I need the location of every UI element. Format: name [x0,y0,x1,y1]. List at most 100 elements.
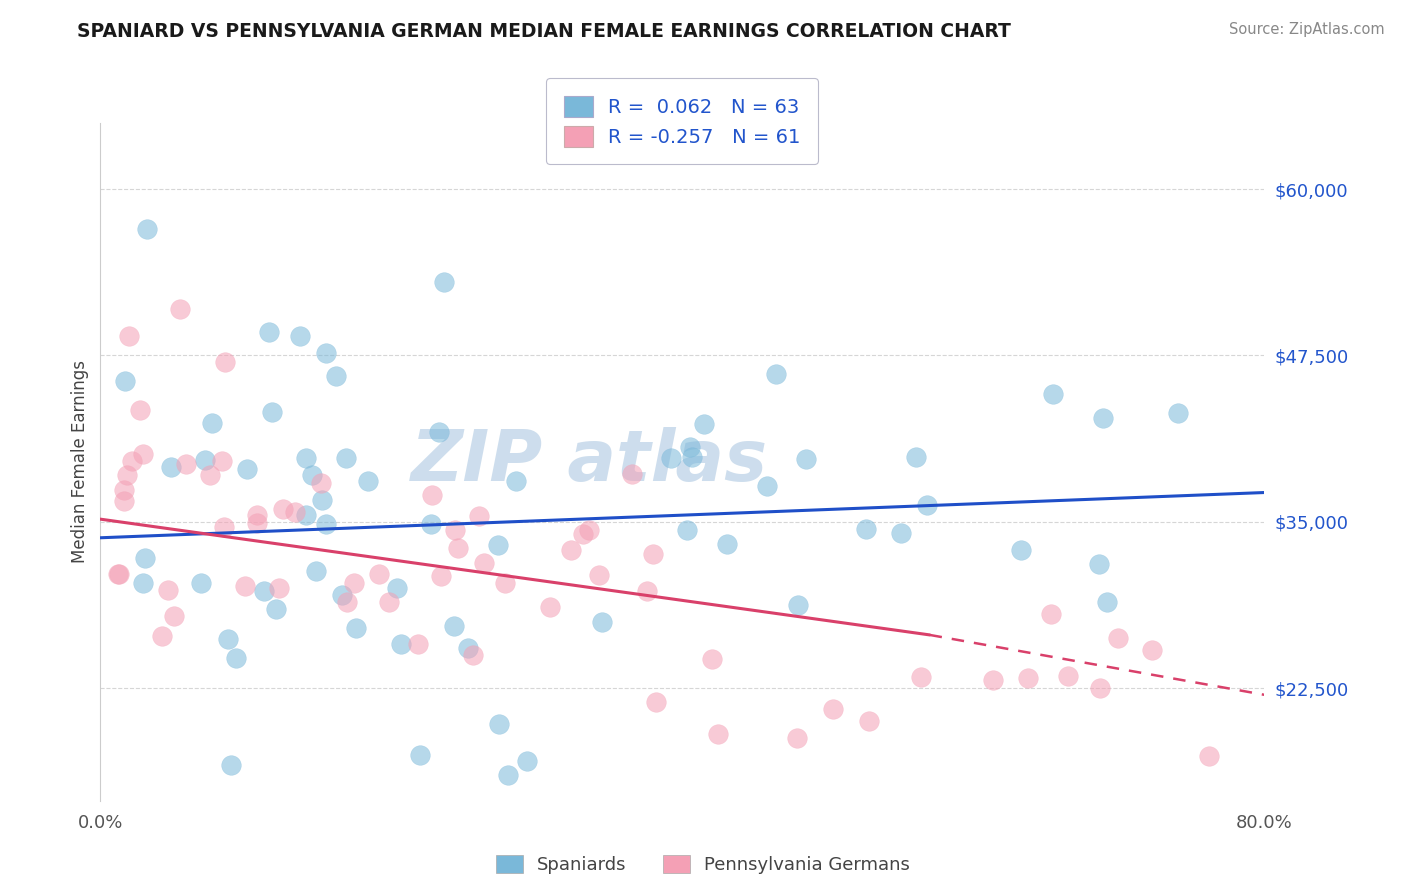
Point [343,576,366,591]
Point [221,758,243,772]
Point [150,629,173,643]
Point [1042,387,1064,401]
Y-axis label: Median Female Earnings: Median Female Earnings [72,360,89,564]
Point [433,276,456,290]
Point [108,567,131,582]
Point [787,598,810,612]
Point [305,564,328,578]
Point [855,522,877,536]
Point [311,492,333,507]
Point [132,576,155,591]
Point [716,537,738,551]
Point [1140,643,1163,657]
Point [430,569,453,583]
Point [259,325,281,339]
Point [246,508,269,522]
Point [134,550,156,565]
Point [225,650,247,665]
Point [446,541,468,555]
Point [444,524,467,538]
Point [681,450,703,464]
Point [468,509,491,524]
Point [1040,607,1063,622]
Point [910,670,932,684]
Point [112,494,135,508]
Point [128,403,150,417]
Point [560,543,582,558]
Point [295,508,318,522]
Point [190,575,212,590]
Point [162,609,184,624]
Point [858,714,880,728]
Point [1095,595,1118,609]
Point [707,727,730,741]
Point [661,451,683,466]
Point [260,405,283,419]
Point [645,695,668,709]
Point [136,222,159,236]
Point [578,524,600,538]
Point [1017,672,1039,686]
Point [174,457,197,471]
Point [233,579,256,593]
Point [1010,542,1032,557]
Text: ZIP atlas: ZIP atlas [411,427,768,497]
Point [336,595,359,609]
Point [214,355,236,369]
Point [621,467,644,482]
Point [409,747,432,762]
Point [368,566,391,581]
Point [588,567,610,582]
Point [636,584,658,599]
Point [679,440,702,454]
Point [194,453,217,467]
Point [330,588,353,602]
Point [427,425,450,440]
Point [212,520,235,534]
Point [315,516,337,531]
Point [156,582,179,597]
Point [201,417,224,431]
Point [309,475,332,490]
Point [756,479,779,493]
Point [981,673,1004,688]
Point [1092,411,1115,425]
Point [315,346,337,360]
Point [1088,681,1111,696]
Point [406,637,429,651]
Point [132,447,155,461]
Point [488,538,510,552]
Point [496,767,519,781]
Point [160,460,183,475]
Point [572,527,595,541]
Point [211,454,233,468]
Point [420,487,443,501]
Point [457,641,479,656]
Point [1057,669,1080,683]
Point [1198,748,1220,763]
Point [107,566,129,581]
Point [114,374,136,388]
Point [253,583,276,598]
Point [264,601,287,615]
Point [357,475,380,489]
Legend: Spaniards, Pennsylvania Germans: Spaniards, Pennsylvania Germans [488,847,918,881]
Point [917,498,939,512]
Point [198,468,221,483]
Point [271,501,294,516]
Point [325,368,347,383]
Point [641,547,664,561]
Point [821,702,844,716]
Point [1107,631,1129,645]
Point [217,632,239,646]
Point [1167,405,1189,419]
Point [904,450,927,465]
Point [269,581,291,595]
Point [890,526,912,541]
Point [494,576,516,591]
Point [121,454,143,468]
Point [294,451,316,466]
Point [246,516,269,530]
Point [794,452,817,467]
Point [391,637,413,651]
